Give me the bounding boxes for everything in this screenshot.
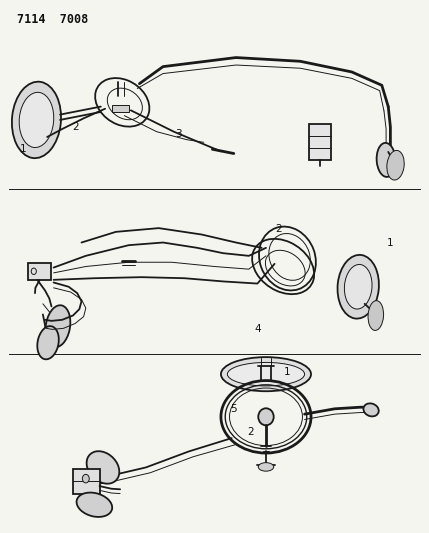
Bar <box>112 105 129 112</box>
Ellipse shape <box>227 362 305 386</box>
Ellipse shape <box>76 492 112 517</box>
Text: 3: 3 <box>175 130 181 139</box>
Text: 1: 1 <box>284 367 291 377</box>
Text: 1: 1 <box>20 144 27 154</box>
Ellipse shape <box>37 326 59 359</box>
Ellipse shape <box>258 408 274 425</box>
Bar <box>73 469 100 494</box>
Ellipse shape <box>45 305 70 347</box>
Ellipse shape <box>387 150 404 180</box>
Ellipse shape <box>221 357 311 391</box>
Ellipse shape <box>377 143 396 177</box>
Text: 1: 1 <box>387 238 394 247</box>
Ellipse shape <box>82 474 89 483</box>
Text: 4: 4 <box>254 325 261 334</box>
Ellipse shape <box>368 301 384 330</box>
Ellipse shape <box>19 92 54 148</box>
Ellipse shape <box>338 255 379 319</box>
Text: 2: 2 <box>275 224 282 234</box>
Ellipse shape <box>12 82 61 158</box>
Text: 7114  7008: 7114 7008 <box>17 13 88 26</box>
Ellipse shape <box>344 264 372 309</box>
Bar <box>309 124 331 160</box>
Ellipse shape <box>258 463 274 471</box>
Text: 5: 5 <box>230 404 237 414</box>
Bar <box>28 263 51 280</box>
Text: 2: 2 <box>248 427 254 437</box>
Text: 2: 2 <box>72 122 79 132</box>
Ellipse shape <box>363 403 379 416</box>
Ellipse shape <box>87 451 119 483</box>
